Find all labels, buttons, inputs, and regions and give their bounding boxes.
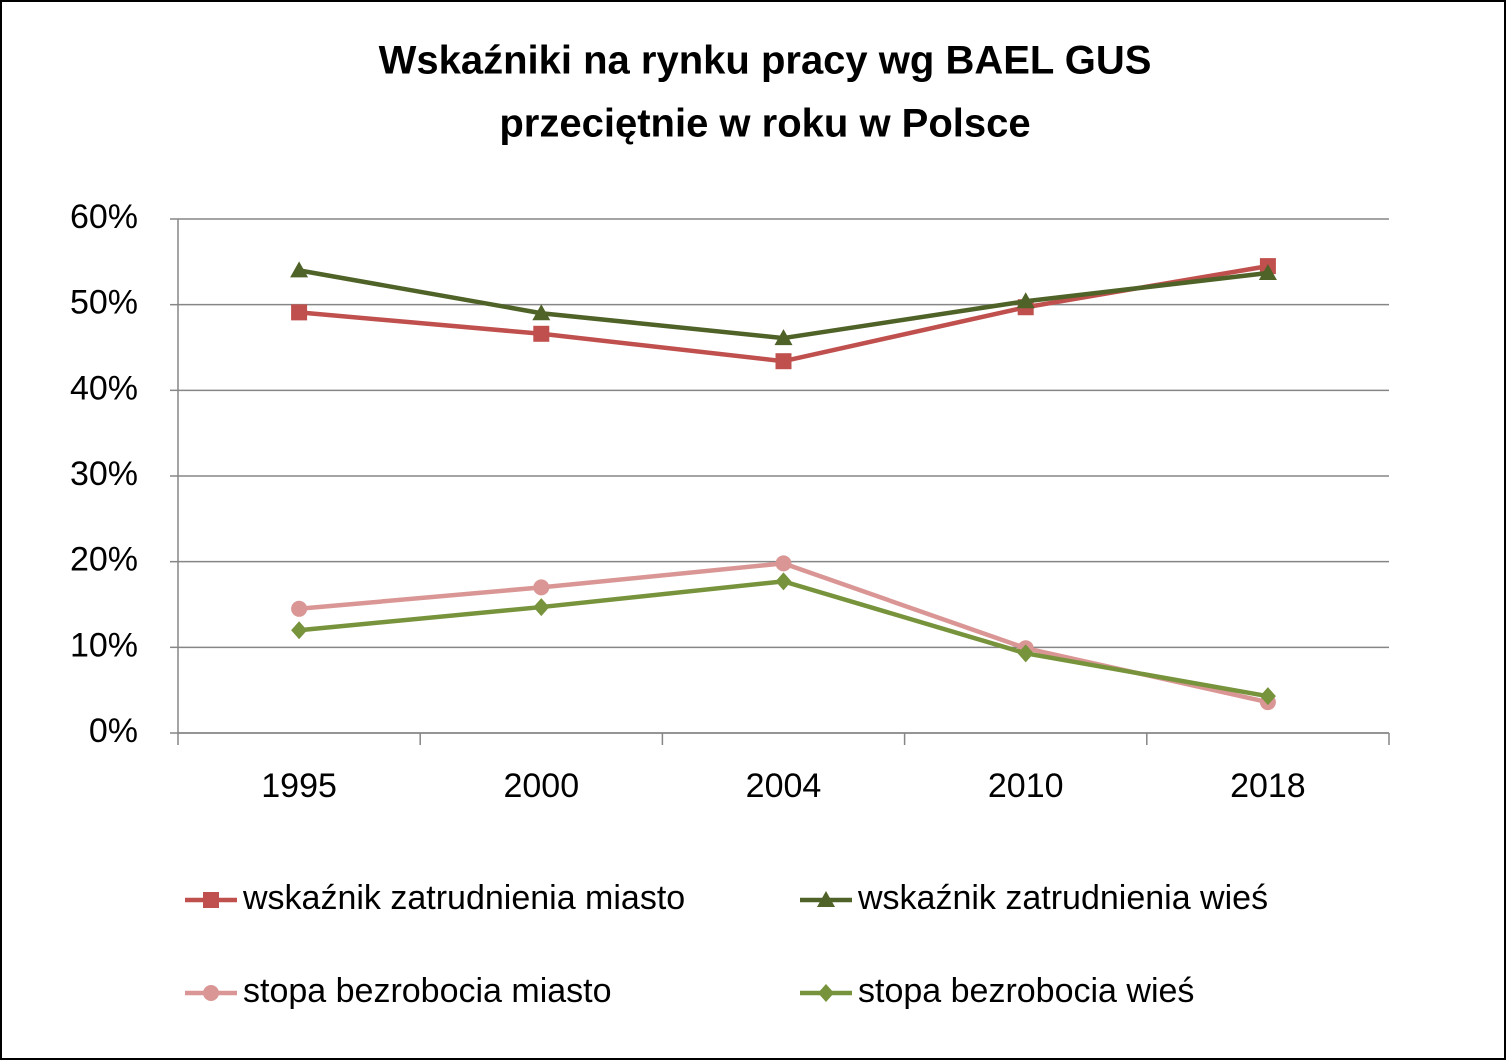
marker (533, 598, 550, 617)
marker (817, 891, 835, 907)
y-tick-label: 20% (70, 541, 138, 579)
marker (291, 304, 308, 321)
marker (533, 325, 550, 342)
marker (291, 600, 308, 617)
marker (775, 555, 792, 572)
marker (818, 984, 834, 1002)
chart-title: Wskaźniki na rynku pracy wg BAEL GUS (379, 39, 1152, 83)
y-tick-label: 50% (70, 284, 138, 322)
legend-label: wskaźnik zatrudnienia miasto (242, 879, 685, 917)
marker (1016, 292, 1035, 309)
marker (1017, 644, 1034, 663)
x-tick-label: 2004 (746, 767, 822, 805)
y-tick-label: 60% (70, 198, 138, 236)
marker (532, 304, 551, 321)
marker (533, 579, 550, 596)
y-tick-label: 30% (70, 455, 138, 493)
marker (774, 329, 793, 346)
legend-label: stopa bezrobocia miasto (243, 972, 612, 1010)
x-tick-label: 2000 (503, 767, 579, 805)
chart-title: przeciętnie w roku w Polsce (499, 102, 1030, 146)
marker (203, 892, 219, 908)
marker (291, 621, 308, 640)
legend-label: stopa bezrobocia wieś (858, 972, 1194, 1010)
y-tick-label: 0% (89, 712, 138, 750)
y-tick-label: 10% (70, 626, 138, 664)
x-tick-label: 2018 (1230, 767, 1306, 805)
marker (203, 985, 219, 1001)
y-tick-label: 40% (70, 369, 138, 407)
marker (1259, 687, 1276, 706)
legend-label: wskaźnik zatrudnienia wieś (857, 879, 1268, 917)
marker (1258, 263, 1277, 280)
x-tick-label: 2010 (988, 767, 1064, 805)
x-tick-label: 1995 (261, 767, 337, 805)
marker (775, 353, 792, 370)
marker (290, 261, 309, 278)
marker (775, 572, 792, 591)
